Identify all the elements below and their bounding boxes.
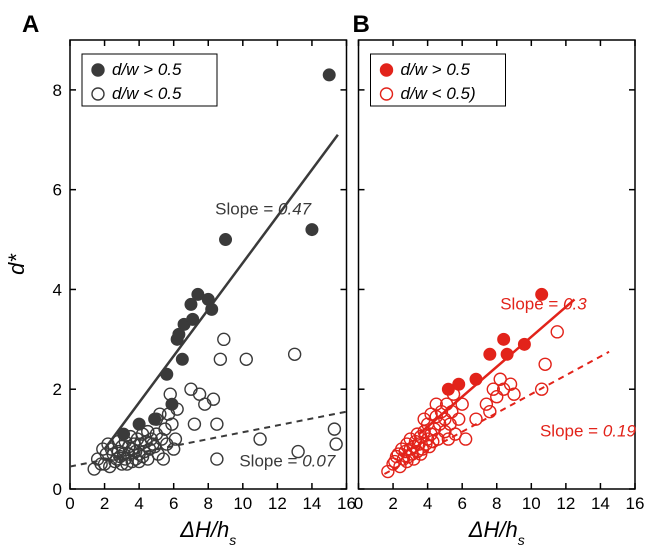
legend-label: d/w > 0.5	[112, 60, 182, 79]
marker-filled	[133, 418, 145, 430]
xtick-label: 12	[556, 494, 575, 513]
marker-filled	[149, 413, 161, 425]
marker-filled	[470, 373, 482, 385]
ytick-label: 8	[53, 81, 62, 100]
figure-svg: 0 2 4 6 8 10 12 14 16 0 2 4 6 8 Slope = 0.47 Slope = 0.…	[0, 0, 650, 559]
marker-filled	[187, 313, 199, 325]
slope-annotation: Slope = 0.47	[215, 200, 311, 219]
marker-open	[240, 353, 252, 365]
marker-open	[456, 398, 468, 410]
marker-open	[480, 398, 492, 410]
marker-open	[211, 453, 223, 465]
xtick-label: 2	[100, 494, 109, 513]
marker-open	[218, 333, 230, 345]
marker-open	[460, 433, 472, 445]
marker-filled	[518, 338, 530, 350]
xtick-label: 10	[522, 494, 541, 513]
xtick-label: 14	[591, 494, 610, 513]
marker-open	[211, 418, 223, 430]
marker-filled	[323, 69, 335, 81]
xtick-label: 16	[626, 494, 645, 513]
marker-open	[328, 423, 340, 435]
x-axis-title: ΔH/hs	[468, 517, 525, 548]
marker-filled	[453, 378, 465, 390]
xtick-label: 0	[354, 494, 363, 513]
xtick-label: 4	[134, 494, 143, 513]
marker-filled	[176, 353, 188, 365]
marker-open	[188, 418, 200, 430]
xtick-label: 2	[388, 494, 397, 513]
xtick-label: 0	[65, 494, 74, 513]
ytick-label: 6	[53, 181, 62, 200]
xtick-label: 6	[457, 494, 466, 513]
slope-annotation: Slope = 0.07	[239, 452, 335, 471]
xtick-label: 14	[302, 494, 321, 513]
x-axis-title: ΔH/hs	[179, 517, 236, 548]
fit-line-solid	[105, 135, 338, 449]
figure-container: 0 2 4 6 8 10 12 14 16 0 2 4 6 8 Slope = 0.47 Slope = 0.…	[0, 0, 650, 559]
marker-filled	[498, 333, 510, 345]
marker-open	[214, 353, 226, 365]
marker-filled	[484, 348, 496, 360]
xtick-label: 8	[204, 494, 213, 513]
ytick-label: 4	[53, 280, 62, 299]
marker-open	[254, 433, 266, 445]
slope-annotation: Slope = 0.19	[540, 422, 636, 441]
xtick-label: 12	[268, 494, 287, 513]
slope-annotation: Slope = 0.3	[500, 294, 587, 313]
marker-open	[289, 348, 301, 360]
marker-open	[439, 413, 451, 425]
legend-label: d/w < 0.5)	[401, 84, 476, 103]
xtick-label: 6	[169, 494, 178, 513]
marker-open	[330, 438, 342, 450]
marker-open	[539, 358, 551, 370]
legend-label: d/w > 0.5	[401, 60, 471, 79]
marker-filled	[501, 348, 513, 360]
xtick-label: 4	[423, 494, 432, 513]
axis-box	[70, 40, 347, 489]
ytick-label: 0	[53, 480, 62, 499]
legend-marker-icon	[92, 64, 104, 76]
legend-marker-icon	[381, 64, 393, 76]
ytick-label: 2	[53, 380, 62, 399]
marker-filled	[306, 224, 318, 236]
marker-open	[157, 453, 169, 465]
marker-open	[551, 326, 563, 338]
marker-filled	[161, 368, 173, 380]
panel-label: B	[353, 11, 370, 38]
marker-open	[491, 391, 503, 403]
y-axis-title: d*	[4, 253, 29, 275]
marker-filled	[118, 428, 130, 440]
marker-filled	[166, 398, 178, 410]
xtick-label: 8	[492, 494, 501, 513]
xtick-label: 10	[233, 494, 252, 513]
marker-open	[508, 388, 520, 400]
marker-open	[484, 406, 496, 418]
panel-label: A	[22, 11, 39, 38]
marker-filled	[206, 303, 218, 315]
marker-filled	[220, 234, 232, 246]
panel-A: 024681012141602468Slope = 0.47Slope = 0.…	[22, 11, 356, 548]
legend-label: d/w < 0.5	[112, 84, 182, 103]
panel-B: 0 2 4 6 8 10 12 14 16 Slope = 0.3 Slope = 0.19 d/w …	[353, 11, 645, 548]
